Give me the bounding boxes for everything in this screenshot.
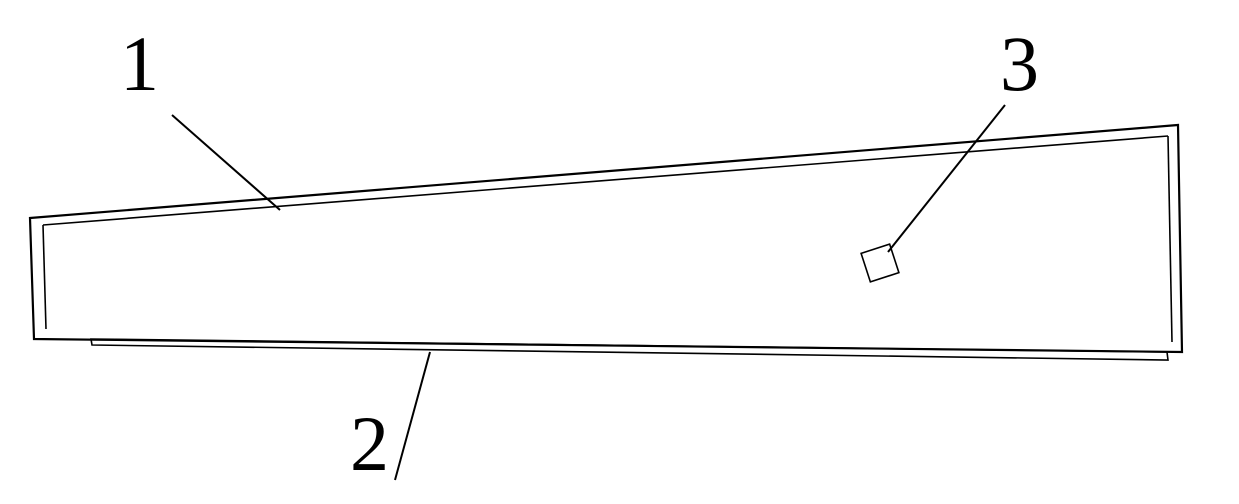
inner-left-edge <box>43 225 46 329</box>
marker-square <box>861 244 899 282</box>
label-3: 3 <box>1000 20 1039 107</box>
leader-2 <box>395 352 430 480</box>
outer-body <box>30 125 1182 352</box>
inner-right-edge <box>1168 136 1172 342</box>
leader-3 <box>888 105 1005 252</box>
label-1: 1 <box>120 20 159 107</box>
label-2: 2 <box>350 400 389 487</box>
leader-1 <box>172 115 280 210</box>
